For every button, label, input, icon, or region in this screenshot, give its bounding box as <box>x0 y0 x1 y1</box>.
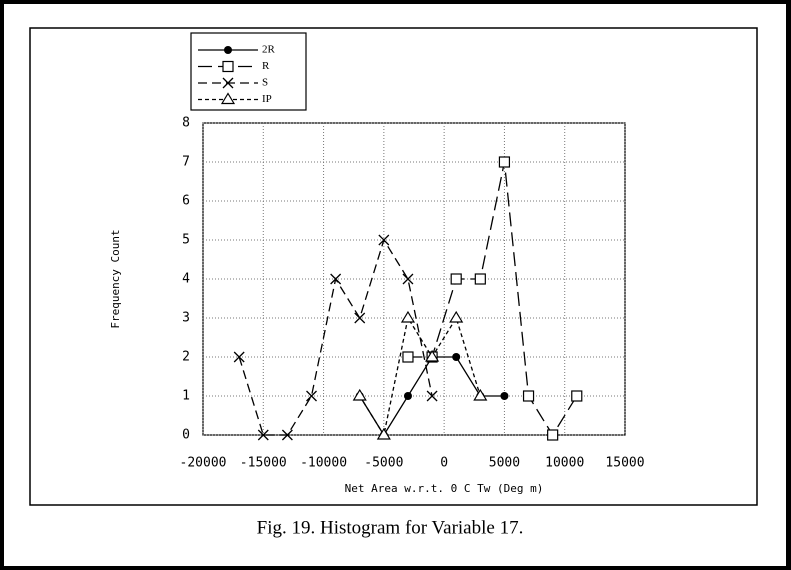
marker <box>354 312 366 324</box>
marker <box>224 46 232 54</box>
x-tick-label: -15000 <box>240 456 287 471</box>
marker <box>400 310 416 323</box>
x-tick-label: 15000 <box>605 456 644 471</box>
marker <box>449 310 464 323</box>
x-tick-label: 10000 <box>545 456 584 471</box>
marker <box>402 273 414 285</box>
frame <box>29 27 758 506</box>
legend-label: S <box>262 77 268 89</box>
marker <box>425 349 440 362</box>
y-tick-label: 7 <box>182 155 190 170</box>
legend <box>190 32 307 111</box>
marker <box>222 60 234 73</box>
y-tick-label: 3 <box>182 311 190 326</box>
y-tick-label: 1 <box>182 389 190 404</box>
y-axis-label: Frequency Count <box>109 229 122 328</box>
marker <box>473 388 488 401</box>
marker <box>450 273 462 285</box>
x-axis-label: Net Area w.r.t. 0 C Tw (Deg m) <box>345 482 544 495</box>
marker <box>257 429 269 441</box>
x-tick-label: 5000 <box>489 456 520 471</box>
y-tick-label: 0 <box>182 428 190 443</box>
marker <box>378 234 390 246</box>
marker <box>306 390 317 402</box>
legend-label: R <box>262 60 270 72</box>
marker <box>452 353 461 361</box>
y-tick-label: 5 <box>182 233 190 248</box>
y-tick-label: 8 <box>182 116 190 131</box>
y-tick-label: 2 <box>182 350 190 365</box>
x-tick-label: -20000 <box>180 456 227 471</box>
marker <box>376 427 391 440</box>
marker <box>220 92 236 105</box>
marker <box>522 390 535 402</box>
marker <box>352 388 367 401</box>
marker <box>571 390 583 402</box>
marker <box>547 429 559 441</box>
caption: Fig. 19. Histogram for Variable 17. <box>257 517 524 538</box>
page <box>4 4 786 566</box>
legend-label: 2R <box>262 44 276 56</box>
marker <box>222 77 234 89</box>
marker <box>233 351 245 363</box>
marker <box>500 392 509 400</box>
marker <box>281 429 293 441</box>
y-tick-label: 6 <box>182 194 190 209</box>
marker <box>426 390 438 402</box>
legend-label: IP <box>262 93 272 105</box>
series-line <box>407 161 578 437</box>
marker <box>474 273 486 285</box>
marker <box>402 351 414 363</box>
marker <box>498 156 511 168</box>
marker <box>403 392 412 400</box>
x-tick-label: -10000 <box>300 456 347 471</box>
x-tick-label: -5000 <box>364 456 403 471</box>
series-line <box>359 316 481 437</box>
x-tick-label: 0 <box>440 456 448 471</box>
y-tick-label: 4 <box>182 272 190 287</box>
marker <box>330 273 342 285</box>
